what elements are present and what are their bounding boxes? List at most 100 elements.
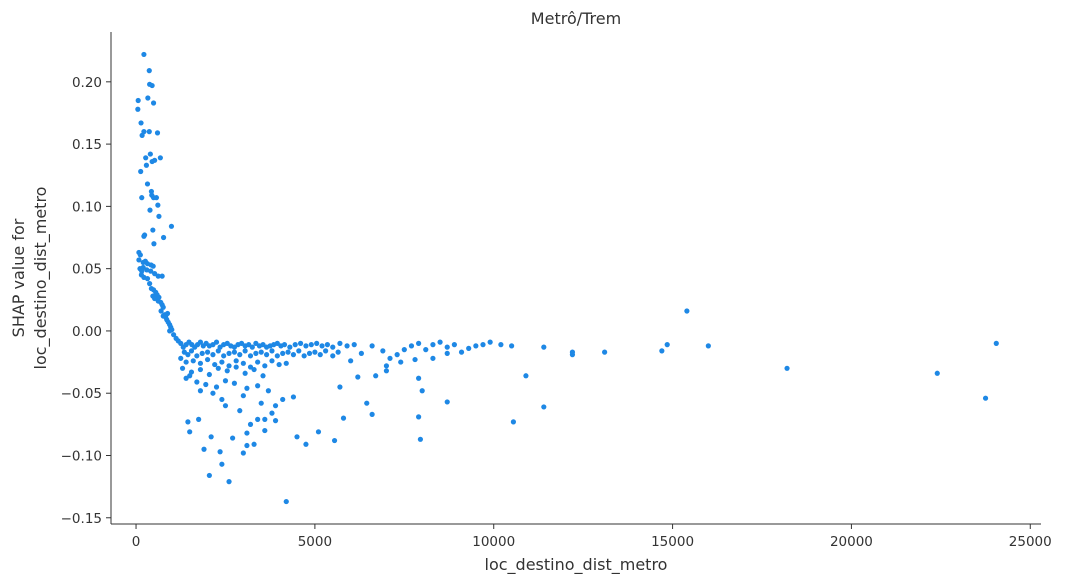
data-point	[280, 396, 286, 403]
data-point	[219, 461, 225, 467]
data-point	[148, 188, 155, 195]
data-point	[247, 353, 254, 359]
data-point	[416, 375, 422, 381]
data-point	[217, 449, 223, 455]
data-point	[164, 310, 171, 317]
data-point	[231, 349, 238, 355]
data-point	[197, 360, 204, 366]
data-point	[265, 388, 271, 394]
data-point	[330, 344, 336, 350]
data-point	[263, 352, 270, 358]
data-point	[323, 348, 329, 354]
data-point	[251, 441, 257, 447]
data-point	[335, 349, 341, 355]
data-point	[262, 427, 268, 434]
data-point	[417, 436, 424, 442]
data-point	[155, 273, 161, 279]
data-point	[982, 395, 989, 401]
data-point	[306, 350, 313, 356]
data-point	[344, 343, 350, 349]
data-point	[221, 353, 227, 359]
data-point	[430, 355, 436, 361]
data-points	[135, 51, 999, 505]
data-point	[419, 388, 425, 394]
data-point	[283, 360, 289, 366]
data-point	[203, 381, 209, 388]
y-tick-label: −0.05	[61, 386, 102, 402]
data-point	[145, 95, 151, 101]
data-point	[296, 348, 302, 354]
data-point	[401, 347, 407, 353]
data-point	[206, 472, 212, 479]
data-point	[308, 342, 314, 348]
data-point	[149, 82, 155, 89]
data-point	[258, 349, 264, 355]
data-point	[312, 349, 318, 355]
data-point	[473, 343, 479, 349]
data-point	[226, 350, 232, 356]
data-point	[212, 361, 218, 368]
data-point	[188, 348, 195, 354]
data-point	[150, 227, 156, 233]
data-point	[156, 213, 162, 219]
data-point	[466, 345, 472, 351]
data-point	[380, 348, 386, 354]
data-point	[240, 450, 246, 456]
data-point	[204, 349, 211, 355]
data-point	[197, 388, 204, 394]
data-point	[210, 352, 216, 358]
data-point	[274, 353, 280, 359]
data-point	[242, 348, 248, 354]
data-point	[317, 352, 323, 358]
data-point	[135, 97, 141, 104]
y-ticks: −0.15 −0.10 −0.05 0.00 0.05 0.10 0.15 0.20	[61, 75, 111, 527]
data-point	[139, 268, 145, 274]
data-point	[369, 343, 375, 349]
data-point	[150, 100, 157, 106]
data-point	[137, 252, 143, 258]
data-point	[487, 339, 493, 345]
data-point	[194, 379, 200, 385]
data-point	[141, 233, 147, 239]
data-point	[303, 441, 309, 447]
data-point	[260, 373, 266, 379]
data-point	[185, 419, 191, 425]
data-point	[398, 359, 404, 365]
data-point	[185, 352, 191, 358]
data-point	[226, 479, 232, 485]
data-point	[423, 347, 429, 353]
data-point	[139, 195, 145, 201]
y-tick-label: 0.10	[72, 199, 102, 215]
data-point	[146, 129, 152, 135]
data-point	[215, 348, 221, 354]
data-point	[358, 350, 364, 356]
data-point	[315, 429, 322, 435]
data-point	[139, 132, 145, 138]
data-point	[222, 403, 229, 409]
data-point	[210, 390, 216, 396]
data-point	[147, 207, 153, 213]
data-point	[178, 355, 184, 361]
data-point	[340, 415, 347, 421]
data-point	[244, 442, 250, 449]
data-point	[187, 373, 193, 379]
data-point	[290, 352, 297, 358]
y-tick-label: −0.15	[61, 511, 102, 527]
y-axis-label-line-1: SHAP value for	[9, 218, 28, 337]
data-point	[194, 353, 200, 359]
data-point	[219, 396, 225, 403]
data-point	[179, 365, 186, 371]
x-tick-label: 10000	[472, 534, 515, 550]
data-point	[251, 366, 257, 373]
data-point	[383, 363, 390, 369]
data-point	[437, 339, 443, 345]
data-point	[269, 348, 275, 354]
data-point	[201, 446, 207, 452]
data-point	[199, 350, 205, 356]
data-point	[510, 419, 517, 425]
y-axis-label: SHAP value for loc_destino_dist_metro	[9, 187, 51, 370]
data-point	[262, 416, 268, 422]
data-point	[206, 371, 212, 378]
data-point	[159, 273, 165, 279]
data-point	[458, 349, 465, 355]
